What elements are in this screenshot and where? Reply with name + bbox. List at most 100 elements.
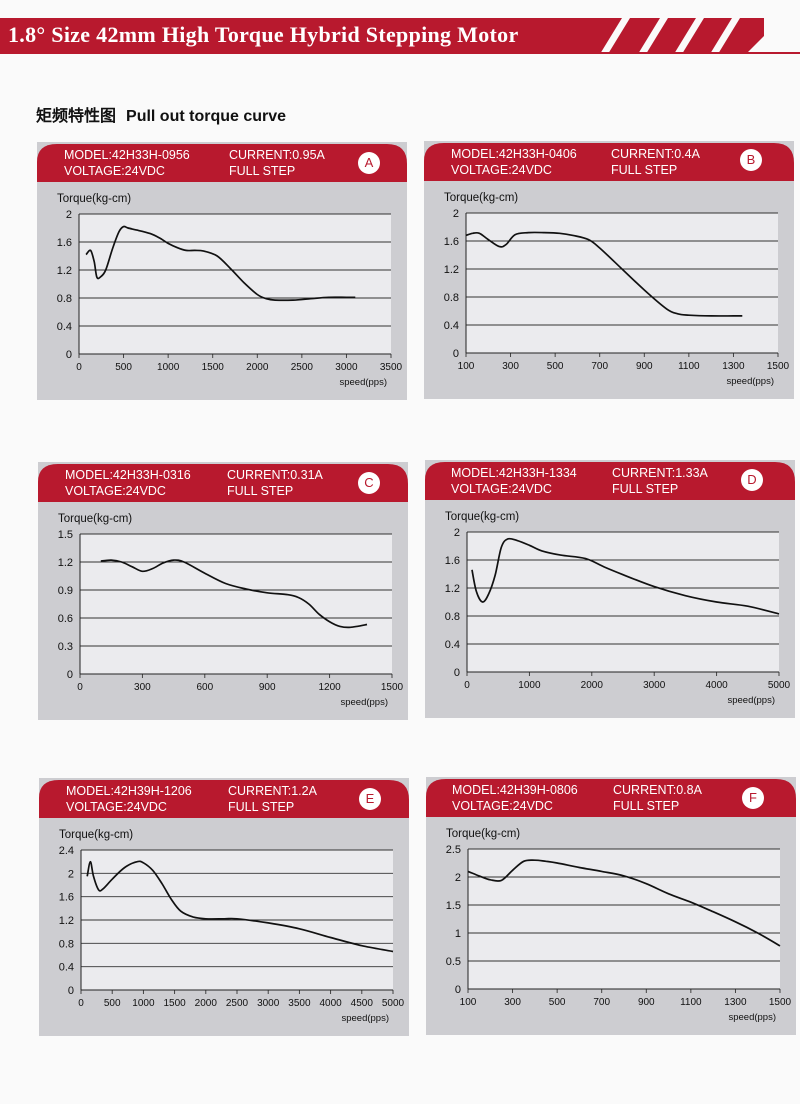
x-tick-label: 0 [77, 682, 83, 693]
y-axis-title: Torque(kg-cm) [446, 828, 520, 840]
x-tick-label: 3500 [380, 362, 403, 373]
x-tick-label: 100 [460, 997, 477, 1008]
model-label: MODEL:42H33H-0956 [64, 148, 190, 162]
torque-curve [86, 860, 394, 953]
step-label: FULL STEP [612, 482, 679, 496]
y-axis-title: Torque(kg-cm) [57, 193, 131, 205]
torque-curve [100, 559, 368, 629]
x-tick-label: 2000 [195, 998, 218, 1009]
section-title-en: Pull out torque curve [126, 108, 287, 125]
x-tick-label: 700 [593, 997, 610, 1008]
x-tick-label: 900 [638, 997, 655, 1008]
y-tick-label: 2 [453, 208, 459, 220]
x-tick-label: 3000 [335, 362, 358, 373]
step-label: FULL STEP [613, 799, 680, 813]
panel-header: MODEL:42H39H-0806 VOLTAGE:24VDC CURRENT:… [426, 777, 796, 817]
chart-panel-d: MODEL:42H33H-1334 VOLTAGE:24VDC CURRENT:… [425, 460, 795, 718]
x-tick-label: 1200 [318, 682, 341, 693]
chart-panel-f: MODEL:42H39H-0806 VOLTAGE:24VDC CURRENT:… [426, 777, 796, 1035]
chart-panel-e: MODEL:42H39H-1206 VOLTAGE:24VDC CURRENT:… [39, 778, 409, 1036]
torque-chart-c: 0 0.3 0.6 0.9 1.2 1.5 0 300 600 900 1200 1500 Torque… [58, 513, 404, 708]
current-label: CURRENT:1.33A [612, 466, 708, 480]
x-axis-title: speed(pps) [341, 1013, 389, 1024]
panel-header: MODEL:42H33H-1334 VOLTAGE:24VDC CURRENT:… [425, 460, 795, 500]
y-tick-label: 0 [455, 984, 461, 996]
x-tick-label: 1100 [680, 997, 702, 1008]
plot-area [79, 214, 391, 354]
y-tick-label: 0.9 [58, 585, 73, 597]
plot-area [467, 532, 779, 672]
current-label: CURRENT:0.8A [613, 783, 702, 797]
torque-chart-d: 0 0.4 0.8 1.2 1.6 2 0 1000 2000 3000 4000 5000 Torqu… [445, 511, 791, 706]
x-tick-label: 5000 [768, 680, 791, 691]
x-tick-label: 1100 [678, 361, 700, 372]
x-tick-label: 900 [259, 682, 276, 693]
x-tick-label: 4000 [319, 998, 342, 1009]
y-tick-label: 2.4 [59, 845, 74, 857]
voltage-label: VOLTAGE:24VDC [451, 482, 552, 496]
torque-curve [85, 225, 356, 302]
y-tick-label: 0.6 [58, 613, 73, 625]
chart-letter-badge: C [358, 472, 380, 494]
x-tick-label: 5000 [382, 998, 405, 1009]
plot-area [80, 534, 392, 674]
y-tick-label: 0.4 [444, 320, 459, 332]
panel-header-shape [425, 462, 795, 500]
panel-header-shape [38, 464, 408, 502]
x-tick-label: 2000 [581, 680, 604, 691]
x-tick-label: 1300 [722, 361, 745, 372]
x-tick-label: 900 [636, 361, 653, 372]
voltage-label: VOLTAGE:24VDC [66, 800, 167, 814]
chart-letter-badge: A [358, 152, 380, 174]
voltage-label: VOLTAGE:24VDC [64, 164, 165, 178]
x-tick-label: 500 [549, 997, 566, 1008]
x-tick-label: 1500 [202, 362, 225, 373]
x-tick-label: 2000 [246, 362, 269, 373]
x-tick-label: 500 [104, 998, 121, 1009]
y-tick-label: 0.8 [445, 611, 460, 623]
step-label: FULL STEP [611, 163, 678, 177]
model-label: MODEL:42H39H-1206 [66, 784, 192, 798]
step-label: FULL STEP [228, 800, 295, 814]
x-tick-label: 2500 [226, 998, 249, 1009]
y-tick-label: 0.4 [59, 962, 74, 974]
header-banner-shape [0, 18, 800, 54]
y-tick-label: 2 [455, 872, 461, 884]
y-tick-label: 0 [67, 669, 73, 681]
y-tick-label: 1.5 [58, 529, 73, 541]
x-tick-label: 1500 [163, 998, 186, 1009]
voltage-label: VOLTAGE:24VDC [65, 484, 166, 498]
y-tick-label: 0.5 [446, 956, 461, 968]
x-tick-label: 100 [458, 361, 475, 372]
y-tick-label: 0 [453, 348, 459, 360]
x-tick-label: 300 [504, 997, 521, 1008]
y-tick-label: 1 [455, 928, 461, 940]
x-tick-label: 1000 [157, 362, 180, 373]
x-axis-title: speed(pps) [728, 1012, 776, 1023]
x-tick-label: 2500 [291, 362, 314, 373]
x-tick-label: 300 [134, 682, 151, 693]
section-title: 矩频特性图 Pull out torque curve [36, 102, 286, 126]
plot-area [466, 213, 778, 353]
x-tick-label: 1000 [132, 998, 155, 1009]
chart-panel-a: MODEL:42H33H-0956 VOLTAGE:24VDC CURRENT:… [37, 142, 407, 400]
x-tick-label: 600 [196, 682, 213, 693]
y-tick-label: 0 [68, 985, 74, 997]
y-axis-title: Torque(kg-cm) [58, 513, 132, 525]
y-tick-label: 2.5 [446, 844, 461, 856]
plot-area [468, 849, 780, 989]
model-label: MODEL:42H33H-0316 [65, 468, 191, 482]
y-axis-title: Torque(kg-cm) [445, 511, 519, 523]
torque-curve [465, 231, 743, 317]
panel-header: MODEL:42H33H-0956 VOLTAGE:24VDC CURRENT:… [37, 142, 407, 182]
y-tick-label: 1.2 [59, 915, 74, 927]
voltage-label: VOLTAGE:24VDC [452, 799, 553, 813]
y-tick-label: 0.3 [58, 641, 73, 653]
y-tick-label: 1.6 [59, 892, 74, 904]
y-tick-label: 0.8 [444, 292, 459, 304]
x-axis-title: speed(pps) [727, 695, 775, 706]
x-tick-label: 300 [502, 361, 519, 372]
y-tick-label: 0 [66, 349, 72, 361]
y-tick-label: 0 [454, 667, 460, 679]
step-label: FULL STEP [227, 484, 294, 498]
